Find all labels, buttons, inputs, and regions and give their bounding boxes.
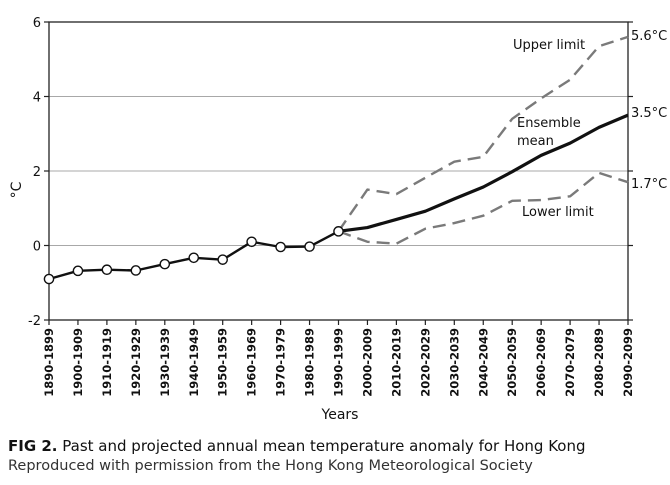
series-line-1	[338, 113, 629, 233]
x-tick-label-3: 1920-1929	[129, 328, 143, 397]
x-tick-label-20: 2090-2099	[621, 328, 635, 397]
end-label-lower: 1.7°C	[631, 177, 667, 192]
x-tick-label-4: 1930-1939	[158, 328, 172, 397]
x-axis-ticks: 1890-1899 1900-1909 1910-1919 1920-1929 1930…	[42, 320, 635, 397]
series-markers	[43, 226, 344, 285]
x-axis-label: Years	[321, 407, 359, 423]
x-tick-label-10: 1990-1999	[332, 328, 346, 397]
x-tick-label-14: 2030-2039	[447, 328, 461, 397]
x-tick-label-8: 1970-1979	[274, 328, 288, 397]
annotation-upper-limit: Upper limit	[513, 38, 585, 53]
x-tick-label-9: 1980-1989	[303, 328, 317, 397]
figure-caption: FIG 2. Past and projected annual mean te…	[8, 436, 664, 476]
data-point-9	[304, 241, 315, 252]
y-tick-label-4: 6	[33, 16, 41, 31]
data-point-5	[188, 252, 200, 264]
series-line-3	[338, 171, 629, 245]
data-point-6	[217, 254, 228, 265]
annotation-ensemble-mean-1: Ensemble	[517, 116, 581, 131]
temperature-anomaly-chart: -2 0 2 4 6 1890-1899 1900-1909 1910-1919 1920-1…	[9, 16, 667, 423]
series-line-2	[337, 35, 629, 232]
x-tick-label-2: 1910-1919	[100, 328, 114, 397]
caption-figure-label: FIG 2.	[8, 437, 58, 455]
end-label-ensemble: 3.5°C	[631, 106, 667, 121]
data-point-0	[43, 273, 55, 285]
x-tick-label-5: 1940-1949	[187, 328, 201, 397]
x-tick-label-16: 2050-2059	[505, 328, 519, 397]
y-axis-ticks: -2 0 2 4 6	[28, 16, 633, 329]
x-tick-label-11: 2000-2009	[360, 328, 374, 397]
caption-title-line: FIG 2. Past and projected annual mean te…	[8, 436, 664, 456]
x-tick-label-15: 2040-2049	[476, 328, 490, 397]
x-tick-label-17: 2060-2069	[534, 328, 548, 397]
x-tick-label-18: 2070-2079	[563, 328, 577, 397]
y-tick-label-0: -2	[28, 314, 41, 329]
y-tick-label-3: 4	[33, 91, 41, 106]
x-tick-label-7: 1960-1969	[245, 328, 259, 397]
annotation-lower-limit: Lower limit	[522, 205, 594, 220]
caption-title: Past and projected annual mean temperatu…	[62, 437, 586, 455]
data-point-7	[246, 236, 257, 248]
data-point-8	[275, 241, 286, 253]
x-tick-label-1: 1900-1909	[71, 328, 85, 397]
y-axis-label: °C	[9, 181, 25, 198]
data-point-4	[159, 258, 171, 270]
grid-lines	[49, 96, 628, 246]
annotation-ensemble-mean-2: mean	[517, 134, 554, 149]
data-point-1	[72, 265, 84, 277]
x-tick-label-6: 1950-1959	[216, 328, 230, 397]
data-point-10	[333, 226, 344, 237]
y-tick-label-1: 0	[33, 240, 41, 255]
x-tick-label-12: 2010-2019	[389, 328, 403, 397]
x-tick-label-19: 2080-2089	[592, 328, 606, 397]
caption-source: Reproduced with permission from the Hong…	[8, 458, 533, 474]
x-tick-label-0: 1890-1899	[42, 328, 56, 397]
x-tick-label-13: 2020-2029	[418, 328, 432, 397]
end-label-upper: 5.6°C	[631, 29, 667, 44]
data-point-2	[101, 264, 113, 276]
series-lines	[48, 35, 629, 281]
data-point-3	[130, 265, 142, 276]
y-tick-label-2: 2	[33, 165, 41, 180]
